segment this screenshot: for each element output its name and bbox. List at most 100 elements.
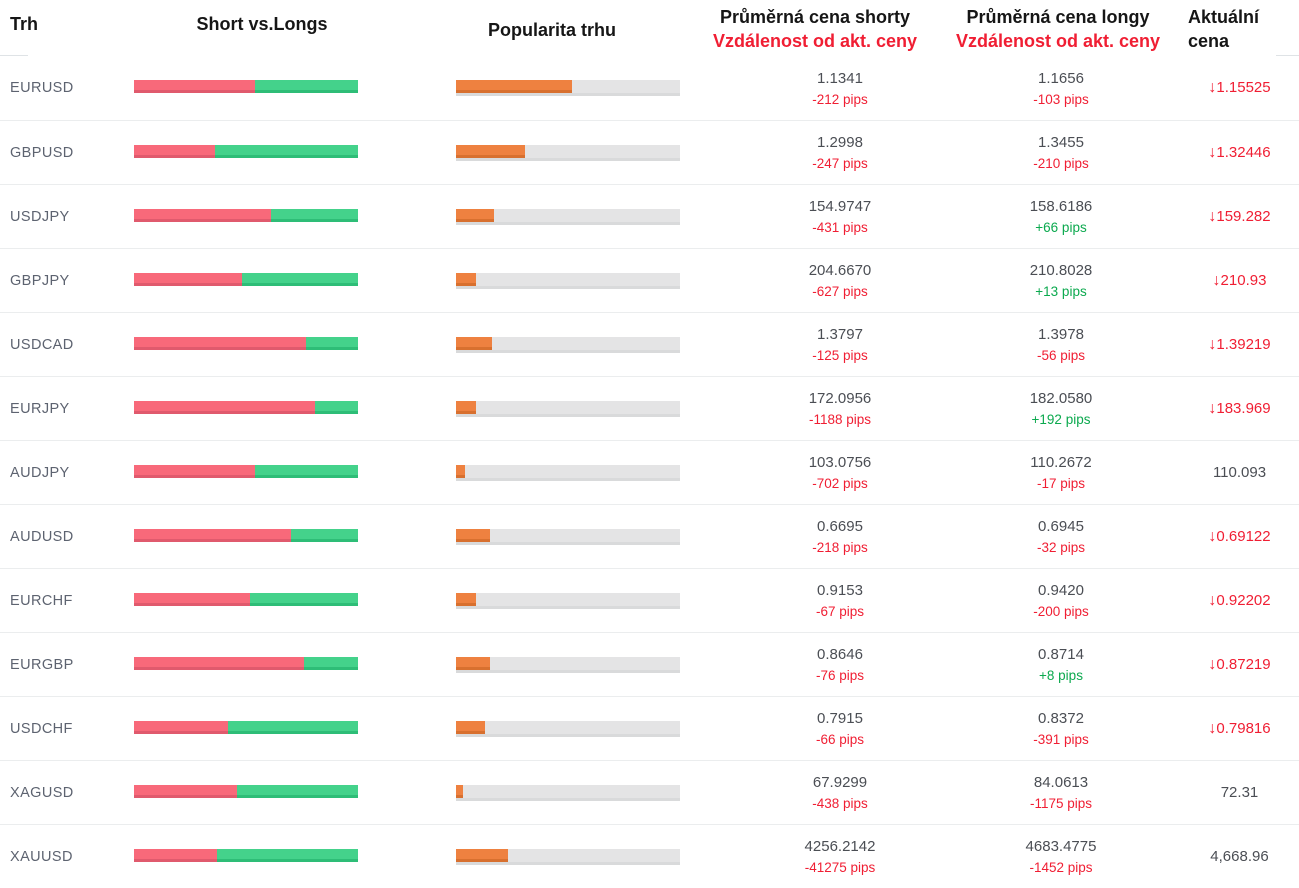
- down-arrow-icon: ↓: [1208, 399, 1217, 417]
- popularity-bar: [456, 272, 680, 289]
- short-vs-longs-bar: [134, 784, 358, 801]
- current-price: ↓0.92202: [1142, 592, 1299, 610]
- column-header-short-vs-longs: Short vs.Longs: [196, 14, 328, 34]
- avg-short-subtitle: Vzdálenost od akt. ceny: [712, 31, 918, 51]
- table-row[interactable]: USDJPY 154.9747 -431 pips 158.6186 +66 p…: [0, 184, 1299, 248]
- current-price-value: 0.87219: [1216, 655, 1271, 673]
- short-distance-pips: -125 pips: [812, 348, 868, 363]
- avg-short-cell: 0.8646 -76 pips: [680, 646, 980, 683]
- short-avg-price: 1.2998: [817, 134, 863, 151]
- long-distance-pips: +13 pips: [1035, 284, 1087, 299]
- header-divider-left: [0, 55, 28, 56]
- shorts-bar-fill: [134, 272, 242, 286]
- avg-short-cell: 154.9747 -431 pips: [680, 198, 980, 235]
- popularity-bar: [456, 80, 680, 96]
- longs-bar-fill: [250, 592, 358, 606]
- market-label: GBPUSD: [10, 144, 74, 161]
- current-price-value: 1.32446: [1216, 143, 1271, 161]
- current-price: ↓1.15525: [1142, 79, 1299, 97]
- shorts-bar-fill: [134, 656, 305, 670]
- avg-short-cell: 0.7915 -66 pips: [680, 710, 980, 747]
- market-label: USDCHF: [10, 720, 73, 737]
- long-avg-price: 0.8714: [1038, 646, 1084, 663]
- short-avg-price: 204.6670: [808, 262, 872, 279]
- long-distance-pips: +8 pips: [1039, 668, 1083, 683]
- short-vs-longs-bar: [134, 208, 358, 225]
- down-arrow-icon: ↓: [1208, 719, 1217, 737]
- short-avg-price: 103.0756: [808, 454, 872, 471]
- long-avg-price: 0.6945: [1038, 518, 1084, 535]
- shorts-bar-fill: [134, 528, 291, 542]
- table-row[interactable]: EURGBP 0.8646 -76 pips 0.8714 +8 pips ↓0…: [0, 632, 1299, 696]
- avg-short-cell: 172.0956 -1188 pips: [680, 390, 980, 427]
- short-distance-pips: -438 pips: [812, 796, 868, 811]
- shorts-bar-fill: [134, 784, 238, 798]
- popularity-bar-fill: [456, 336, 492, 350]
- table-row[interactable]: EURCHF 0.9153 -67 pips 0.9420 -200 pips …: [0, 568, 1299, 632]
- avg-short-cell: 1.2998 -247 pips: [680, 134, 980, 171]
- longs-bar-fill: [214, 144, 358, 158]
- table-row[interactable]: USDCHF 0.7915 -66 pips 0.8372 -391 pips …: [0, 696, 1299, 760]
- table-row[interactable]: GBPJPY 204.6670 -627 pips 210.8028 +13 p…: [0, 248, 1299, 312]
- current-price: 72.31: [1142, 784, 1299, 801]
- long-distance-pips: -103 pips: [1033, 91, 1089, 107]
- short-vs-longs-bar: [134, 720, 358, 737]
- popularity-bar: [456, 720, 680, 737]
- short-vs-longs-bar: [134, 464, 358, 481]
- popularity-bar-fill: [456, 720, 486, 734]
- popularity-bar: [456, 400, 680, 417]
- table-row[interactable]: AUDUSD 0.6695 -218 pips 0.6945 -32 pips …: [0, 504, 1299, 568]
- column-header-current-price: Aktuální cena: [1188, 5, 1293, 53]
- short-distance-pips: -66 pips: [815, 732, 865, 747]
- table-row[interactable]: AUDJPY 103.0756 -702 pips 110.2672 -17 p…: [0, 440, 1299, 504]
- short-distance-pips: -431 pips: [812, 220, 868, 235]
- avg-long-cell: 0.6945 -32 pips: [980, 518, 1142, 555]
- current-price-value: 0.92202: [1216, 591, 1271, 609]
- popularity-bar-fill: [456, 528, 490, 542]
- avg-long-title: Průměrná cena longy: [966, 7, 1150, 27]
- table-row[interactable]: GBPUSD 1.2998 -247 pips 1.3455 -210 pips…: [0, 120, 1299, 184]
- short-distance-pips: -76 pips: [815, 668, 865, 683]
- longs-bar-fill: [290, 528, 358, 542]
- table-row[interactable]: EURJPY 172.0956 -1188 pips 182.0580 +192…: [0, 376, 1299, 440]
- market-label: XAUUSD: [10, 848, 73, 865]
- avg-short-cell: 4256.2142 -41275 pips: [680, 838, 980, 875]
- current-price: ↓0.79816: [1142, 720, 1299, 738]
- short-avg-price: 172.0956: [808, 390, 872, 407]
- current-price: ↓0.87219: [1142, 656, 1299, 674]
- avg-long-cell: 0.9420 -200 pips: [980, 582, 1142, 619]
- avg-long-cell: 1.1656 -103 pips: [980, 70, 1142, 107]
- current-price: 4,668.96: [1142, 848, 1299, 865]
- long-distance-pips: -17 pips: [1036, 476, 1086, 491]
- shorts-bar-fill: [134, 848, 217, 862]
- avg-short-cell: 1.3797 -125 pips: [680, 326, 980, 363]
- longs-bar-fill: [254, 80, 358, 93]
- table-row[interactable]: USDCAD 1.3797 -125 pips 1.3978 -56 pips …: [0, 312, 1299, 376]
- avg-long-cell: 1.3455 -210 pips: [980, 134, 1142, 171]
- table-row[interactable]: XAUUSD 4256.2142 -41275 pips 4683.4775 -…: [0, 824, 1299, 888]
- longs-bar-fill: [216, 848, 358, 862]
- table-row[interactable]: XAGUSD 67.9299 -438 pips 84.0613 -1175 p…: [0, 760, 1299, 824]
- popularity-bar: [456, 656, 680, 673]
- avg-short-title: Průměrná cena shorty: [719, 7, 911, 27]
- rows: EURUSD 1.1341 -212 pips 1.1656 -103 pips…: [0, 56, 1299, 888]
- avg-long-cell: 158.6186 +66 pips: [980, 198, 1142, 235]
- current-price-value: 4,668.96: [1210, 848, 1269, 865]
- longs-bar-fill: [304, 656, 358, 670]
- current-price: ↓1.32446: [1142, 144, 1299, 162]
- short-avg-price: 4256.2142: [804, 838, 876, 855]
- long-distance-pips: -391 pips: [1033, 732, 1089, 747]
- avg-short-cell: 0.9153 -67 pips: [680, 582, 980, 619]
- short-distance-pips: -702 pips: [812, 476, 868, 491]
- current-price-value: 0.69122: [1216, 527, 1271, 545]
- short-vs-longs-bar: [134, 336, 358, 353]
- popularity-bar: [456, 784, 680, 801]
- short-avg-price: 0.9153: [817, 582, 863, 599]
- short-avg-price: 0.7915: [817, 710, 863, 727]
- short-distance-pips: -67 pips: [815, 604, 865, 619]
- current-price-value: 1.39219: [1216, 335, 1271, 353]
- current-price-value: 183.969: [1216, 399, 1271, 417]
- table-row[interactable]: EURUSD 1.1341 -212 pips 1.1656 -103 pips…: [0, 56, 1299, 120]
- current-price-title-line1: Aktuální: [1188, 7, 1260, 27]
